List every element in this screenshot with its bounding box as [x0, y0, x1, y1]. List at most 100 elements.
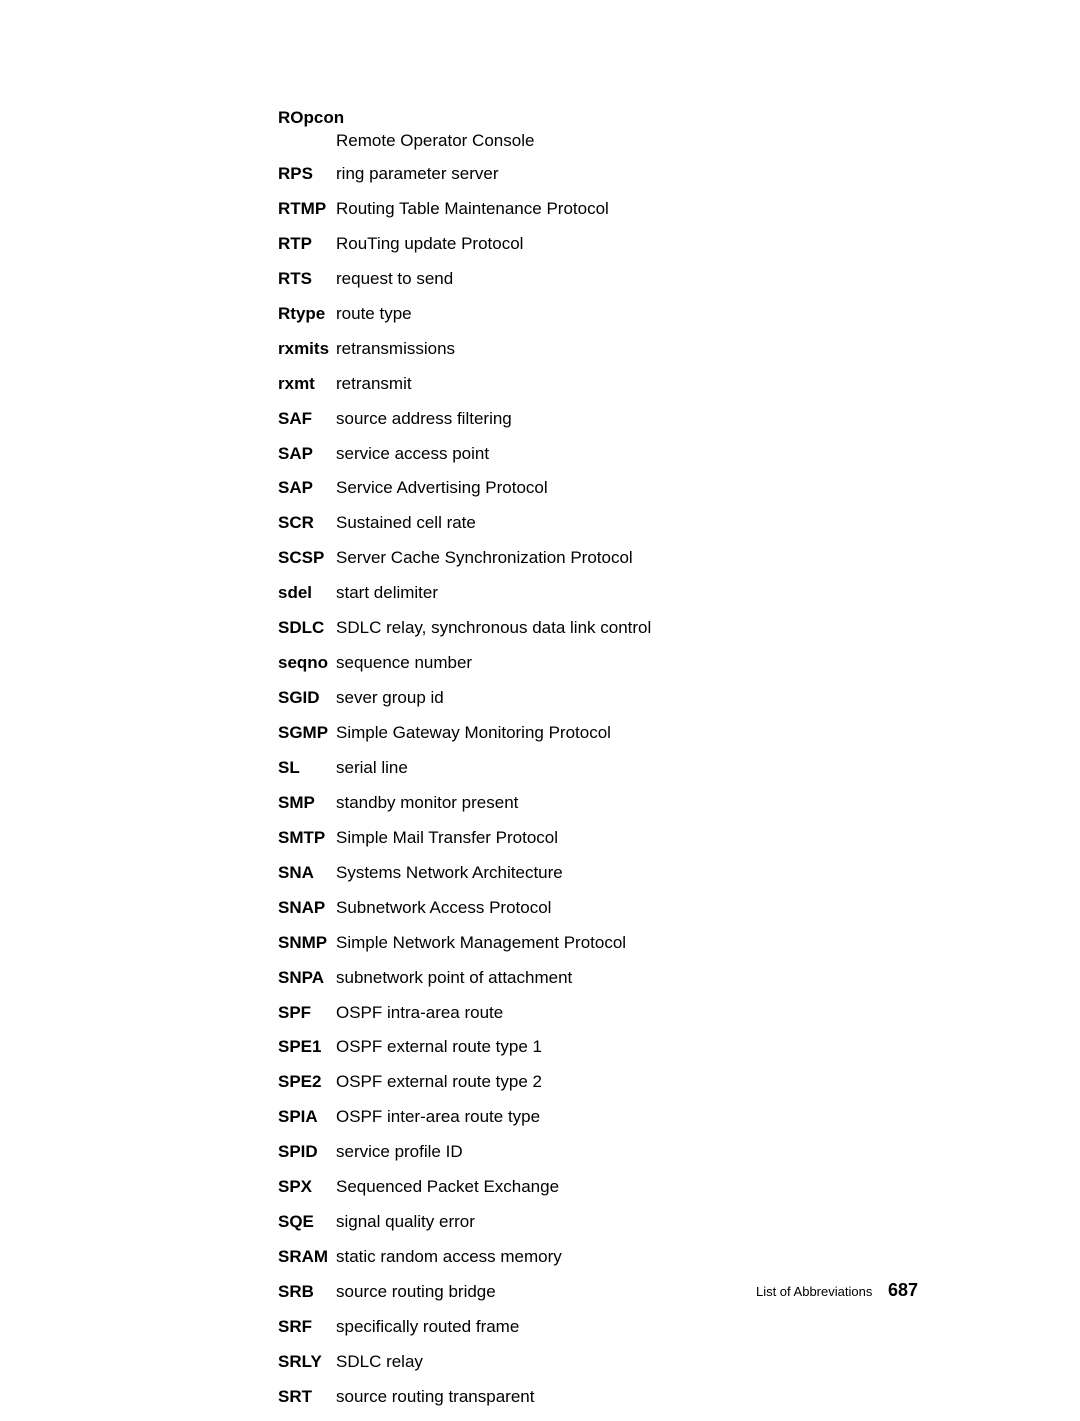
- abbr-term: SAP: [278, 443, 336, 466]
- abbr-entry: SPXSequenced Packet Exchange: [278, 1176, 898, 1199]
- abbr-entry: SPE1OSPF external route type 1: [278, 1036, 898, 1059]
- abbr-entry: SQEsignal quality error: [278, 1211, 898, 1234]
- abbr-definition: serial line: [336, 757, 408, 780]
- abbr-definition: Systems Network Architecture: [336, 862, 563, 885]
- abbr-term: seqno: [278, 652, 336, 675]
- abbr-term: SPX: [278, 1176, 336, 1199]
- abbr-definition: Service Advertising Protocol: [336, 477, 548, 500]
- abbr-entry: RPSring parameter server: [278, 163, 898, 186]
- abbr-entry: SGMPSimple Gateway Monitoring Protocol: [278, 722, 898, 745]
- abbr-entry: SLserial line: [278, 757, 898, 780]
- abbr-term: SQE: [278, 1211, 336, 1234]
- abbr-term: SNAP: [278, 897, 336, 920]
- abbr-entry: SNAPSubnetwork Access Protocol: [278, 897, 898, 920]
- abbr-term: sdel: [278, 582, 336, 605]
- footer-page-number: 687: [888, 1280, 918, 1300]
- abbr-entry: RTMPRouting Table Maintenance Protocol: [278, 198, 898, 221]
- abbr-term: SGID: [278, 687, 336, 710]
- abbr-term: SMP: [278, 792, 336, 815]
- abbr-term: RPS: [278, 163, 336, 186]
- abbr-term: Rtype: [278, 303, 336, 326]
- abbr-definition: subnetwork point of attachment: [336, 967, 572, 990]
- abbr-entry: SPE2OSPF external route type 2: [278, 1071, 898, 1094]
- abbr-definition: Remote Operator Console: [336, 131, 898, 151]
- abbr-definition: Subnetwork Access Protocol: [336, 897, 551, 920]
- abbr-entry: seqnosequence number: [278, 652, 898, 675]
- abbr-term: RTMP: [278, 198, 336, 221]
- abbr-definition: service profile ID: [336, 1141, 463, 1164]
- abbr-term: SL: [278, 757, 336, 780]
- abbr-entry: SPFOSPF intra-area route: [278, 1002, 898, 1025]
- abbr-definition: Simple Mail Transfer Protocol: [336, 827, 558, 850]
- abbr-entry: SRAMstatic random access memory: [278, 1246, 898, 1269]
- abbr-term: SMTP: [278, 827, 336, 850]
- abbr-term: SNPA: [278, 967, 336, 990]
- abbr-definition: Simple Gateway Monitoring Protocol: [336, 722, 611, 745]
- abbr-definition: source routing transparent: [336, 1386, 534, 1409]
- abbr-definition: SDLC relay: [336, 1351, 423, 1374]
- abbr-entry: rxmitsretransmissions: [278, 338, 898, 361]
- abbr-term: SRF: [278, 1316, 336, 1339]
- abbr-definition: source address filtering: [336, 408, 512, 431]
- abbr-entry: SMTPSimple Mail Transfer Protocol: [278, 827, 898, 850]
- abbr-definition: source routing bridge: [336, 1281, 496, 1304]
- page-footer: List of Abbreviations 687: [756, 1280, 918, 1301]
- abbr-entry: SCSPServer Cache Synchronization Protoco…: [278, 547, 898, 570]
- abbr-definition: SDLC relay, synchronous data link contro…: [336, 617, 651, 640]
- abbr-definition: OSPF external route type 2: [336, 1071, 542, 1094]
- abbr-definition: request to send: [336, 268, 453, 291]
- abbr-definition: standby monitor present: [336, 792, 518, 815]
- abbr-term: SRB: [278, 1281, 336, 1304]
- abbr-entry: SMPstandby monitor present: [278, 792, 898, 815]
- abbr-definition: sever group id: [336, 687, 444, 710]
- abbr-term: ROpcon: [278, 108, 898, 128]
- abbr-entry: SAFsource address filtering: [278, 408, 898, 431]
- abbr-definition: signal quality error: [336, 1211, 475, 1234]
- abbr-entry: SPIDservice profile ID: [278, 1141, 898, 1164]
- abbr-term: SAF: [278, 408, 336, 431]
- abbr-term: rxmits: [278, 338, 336, 361]
- abbr-term: SPE2: [278, 1071, 336, 1094]
- abbr-entry: SGIDsever group id: [278, 687, 898, 710]
- abbr-definition: Server Cache Synchronization Protocol: [336, 547, 633, 570]
- abbr-definition: retransmissions: [336, 338, 455, 361]
- abbr-entry: SNPAsubnetwork point of attachment: [278, 967, 898, 990]
- abbr-entry: Rtyperoute type: [278, 303, 898, 326]
- abbr-entry: SAPservice access point: [278, 443, 898, 466]
- abbr-definition: Sequenced Packet Exchange: [336, 1176, 559, 1199]
- abbr-term: rxmt: [278, 373, 336, 396]
- abbr-definition: specifically routed frame: [336, 1316, 519, 1339]
- abbr-entry: SRTsource routing transparent: [278, 1386, 898, 1409]
- abbr-term: SDLC: [278, 617, 336, 640]
- abbr-definition: sequence number: [336, 652, 472, 675]
- abbr-term: SPID: [278, 1141, 336, 1164]
- abbr-entry: SAPService Advertising Protocol: [278, 477, 898, 500]
- abbr-definition: Routing Table Maintenance Protocol: [336, 198, 609, 221]
- abbr-definition: Sustained cell rate: [336, 512, 476, 535]
- abbr-term: SNMP: [278, 932, 336, 955]
- abbr-term: SRLY: [278, 1351, 336, 1374]
- abbr-term: SPIA: [278, 1106, 336, 1129]
- abbr-definition: retransmit: [336, 373, 412, 396]
- abbr-term: SRT: [278, 1386, 336, 1409]
- abbr-entry: sdelstart delimiter: [278, 582, 898, 605]
- abbr-definition: ring parameter server: [336, 163, 499, 186]
- abbr-definition: OSPF external route type 1: [336, 1036, 542, 1059]
- abbr-definition: service access point: [336, 443, 489, 466]
- abbr-term: SGMP: [278, 722, 336, 745]
- abbr-entry: SPIAOSPF inter-area route type: [278, 1106, 898, 1129]
- abbr-entry: SNMPSimple Network Management Protocol: [278, 932, 898, 955]
- abbr-term: RTS: [278, 268, 336, 291]
- abbr-definition: start delimiter: [336, 582, 438, 605]
- abbr-term: SPE1: [278, 1036, 336, 1059]
- abbreviation-list: ROpconRemote Operator ConsoleRPSring par…: [278, 108, 898, 1421]
- abbr-definition: RouTing update Protocol: [336, 233, 523, 256]
- abbr-term: SCR: [278, 512, 336, 535]
- abbr-entry: SCRSustained cell rate: [278, 512, 898, 535]
- abbr-term: SNA: [278, 862, 336, 885]
- abbr-entry: ROpcon Remote Operator Console: [278, 108, 898, 151]
- abbr-entry: SRLYSDLC relay: [278, 1351, 898, 1374]
- abbr-term: RTP: [278, 233, 336, 256]
- abbr-definition: static random access memory: [336, 1246, 562, 1269]
- abbr-entry: RTPRouTing update Protocol: [278, 233, 898, 256]
